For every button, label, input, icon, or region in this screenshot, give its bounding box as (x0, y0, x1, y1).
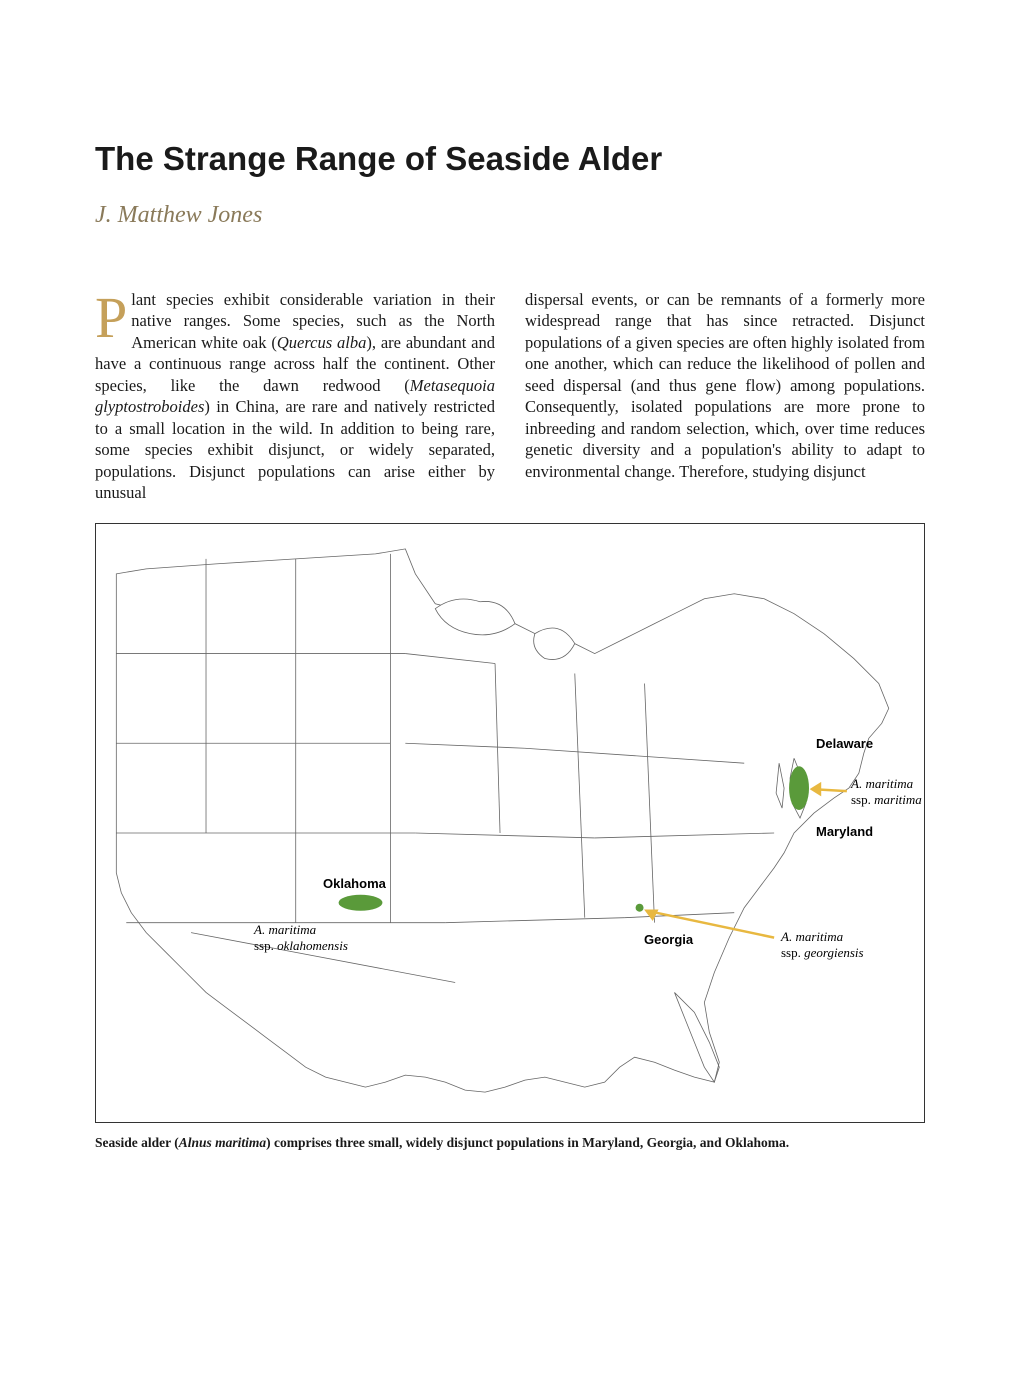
population-oklahomensis (339, 895, 383, 911)
column-left: Plant species exhibit considerable varia… (95, 289, 495, 503)
label-oklahoma: Oklahoma (323, 876, 386, 891)
map-svg (96, 524, 924, 1122)
col2-text: dispersal events, or can be remnants of … (525, 290, 925, 481)
population-georgiensis (636, 904, 644, 912)
body-columns: Plant species exhibit considerable varia… (95, 289, 925, 503)
label-species-maritima: A. maritima ssp. maritima (851, 776, 922, 807)
article-author: J. Matthew Jones (95, 202, 925, 229)
population-maritima (789, 767, 809, 811)
label-maryland: Maryland (816, 824, 873, 839)
drop-cap: P (95, 289, 131, 344)
label-species-georgiensis: A. maritima ssp. georgiensis (781, 929, 864, 960)
label-georgia: Georgia (644, 932, 693, 947)
label-delaware: Delaware (816, 736, 873, 751)
label-species-oklahomensis: A. maritima ssp. oklahomensis (254, 922, 348, 953)
article-title: The Strange Range of Seaside Alder (95, 140, 925, 178)
col1-text: lant species exhibit considerable variat… (95, 290, 495, 502)
distribution-map: Delaware A. maritima ssp. maritima Maryl… (95, 523, 925, 1123)
map-caption: Seaside alder (Alnus maritima) comprises… (95, 1135, 925, 1151)
column-right: dispersal events, or can be remnants of … (525, 289, 925, 503)
